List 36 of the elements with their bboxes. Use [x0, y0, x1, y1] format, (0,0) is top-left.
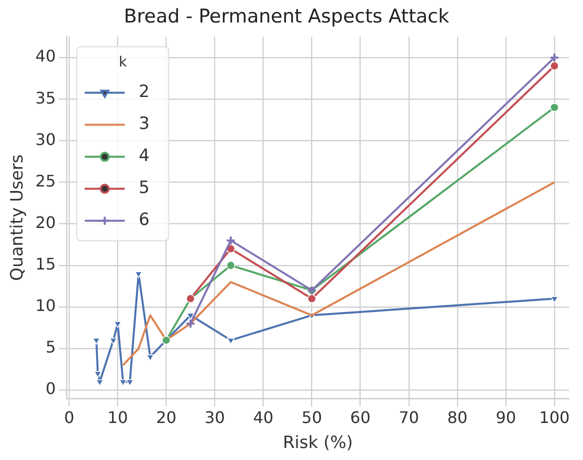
- x-tick-label: 100: [539, 408, 570, 428]
- legend-label: 3: [138, 114, 150, 134]
- point: [307, 294, 316, 304]
- x-tick-label: 60: [350, 408, 371, 428]
- x-axis-title: Risk (%): [282, 433, 353, 454]
- y-tick-label: 35: [35, 88, 56, 108]
- x-tick-label: 50: [302, 408, 322, 428]
- point: [134, 271, 142, 278]
- point: [226, 260, 236, 270]
- y-tick-label: 10: [35, 296, 56, 316]
- chart-title: Bread - Permanent Aspects Attack: [124, 5, 450, 28]
- point: [226, 235, 236, 246]
- legend-label: 4: [138, 146, 150, 166]
- point: [550, 296, 558, 304]
- y-tick-label: 30: [35, 130, 56, 149]
- x-tick-label: 70: [398, 408, 420, 428]
- y-tick-label: 15: [35, 254, 56, 274]
- y-tick-label: 20: [35, 212, 56, 232]
- y-tick-label: 40: [35, 46, 56, 66]
- x-tick-label: 10: [108, 408, 128, 428]
- point: [550, 61, 559, 70]
- x-tick-label: 30: [204, 408, 225, 428]
- legend-label: 2: [138, 82, 150, 102]
- x-tick-label: 0: [64, 408, 74, 428]
- x-tick-label: 90: [496, 408, 516, 428]
- y-tick-label: 5: [46, 338, 56, 357]
- legend-title: k: [118, 54, 128, 70]
- x-tick-label: 80: [447, 408, 468, 428]
- y-axis-title: Quantity Users: [8, 154, 28, 281]
- x-tick-label: 40: [253, 408, 274, 428]
- y-tick-label: 25: [35, 171, 56, 190]
- x-tick-label: 20: [156, 408, 176, 428]
- y-tick-label: 0: [46, 379, 56, 398]
- legend-label: 5: [138, 178, 150, 198]
- point: [550, 103, 559, 112]
- legend-label: 6: [138, 210, 150, 230]
